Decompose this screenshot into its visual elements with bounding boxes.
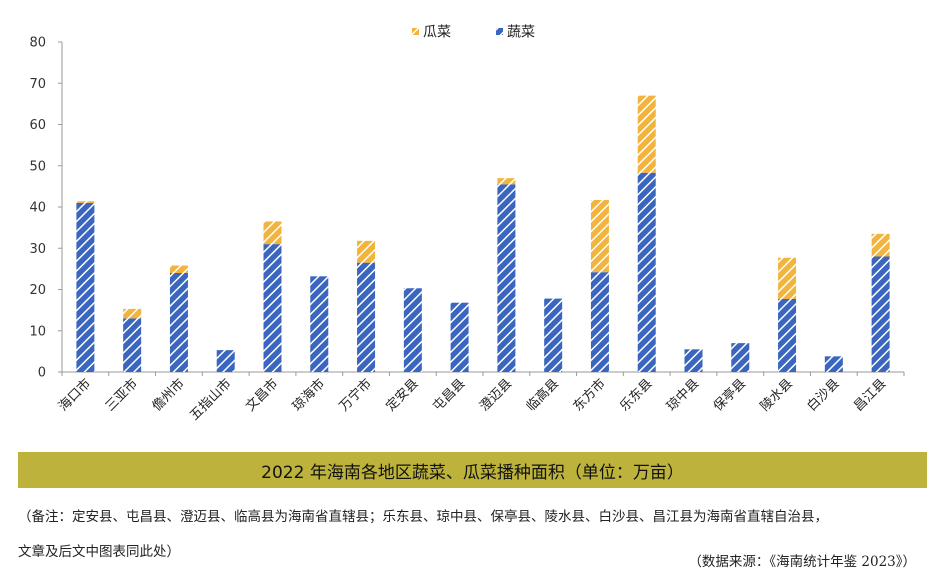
y-tick-label: 30: [29, 242, 46, 257]
stacked-bar-chart: 0 10 20 30 40 50 60 70 80 海口市 三亚市 儋州市 五指山市 文昌市 琼海市 万宁市…: [29, 25, 905, 424]
category-labels: 海口市 三亚市 儋州市 五指山市 文昌市 琼海市 万宁市 定安县 屯昌县 澄迈县 临高县 东方市 乐东县…: [55, 376, 889, 424]
bar-vegetable: [216, 350, 235, 372]
bar-vegetable: [169, 273, 188, 372]
x-category-label: 三亚市: [102, 376, 141, 415]
bar-vegetable: [824, 356, 843, 372]
x-category-label: 定安县: [383, 376, 421, 414]
x-category-label: 陵水县: [758, 376, 796, 414]
bar-vegetable: [403, 288, 422, 372]
footnote: （备注：定安县、屯昌县、澄迈县、临高县为海南省直辖县；乐东县、琼中县、保亭县、陵…: [18, 509, 828, 525]
bar-vegetable: [76, 202, 95, 372]
x-category-label: 海口市: [55, 376, 94, 415]
x-category-label: 屯昌县: [430, 376, 468, 414]
y-tick-label: 0: [38, 366, 46, 381]
bar-melon: [778, 257, 797, 299]
y-tick-label: 50: [29, 159, 46, 174]
y-tick-label: 20: [29, 283, 46, 298]
data-source: （数据来源：《海南统计年鉴 2023》）: [688, 554, 916, 570]
bar-melon: [169, 265, 188, 273]
y-tick-label: 40: [29, 201, 46, 216]
legend-swatch: [496, 28, 503, 35]
bar-vegetable: [731, 343, 750, 372]
bar-vegetable: [590, 272, 609, 372]
bar-melon: [123, 308, 142, 319]
x-category-label: 乐东县: [617, 376, 655, 414]
bar-vegetable: [123, 318, 142, 372]
legend-label: 蔬菜: [507, 25, 535, 41]
chart-title: 2022 年海南各地区蔬菜、瓜菜播种面积（单位：万亩）: [18, 452, 927, 488]
bar-vegetable: [263, 244, 282, 372]
chart-axes: 0 10 20 30 40 50 60 70 80: [29, 36, 905, 381]
bar-vegetable: [684, 349, 703, 372]
bar-vegetable: [497, 184, 516, 372]
chart-bars: [76, 95, 890, 372]
legend-swatch: [412, 28, 419, 35]
x-category-label: 五指山市: [186, 376, 234, 424]
x-category-label: 澄迈县: [477, 376, 515, 414]
bar-melon: [637, 95, 656, 173]
bar-melon: [263, 221, 282, 245]
chart-legend: 瓜菜 蔬菜: [412, 25, 535, 41]
x-category-label: 万宁市: [336, 376, 375, 415]
x-category-label: 保亭县: [710, 376, 749, 415]
bar-vegetable: [310, 276, 329, 372]
x-category-label: 琼中县: [664, 376, 702, 414]
bar-melon: [590, 199, 609, 273]
bar-melon: [871, 233, 890, 257]
bar-melon: [357, 240, 376, 263]
x-category-label: 文昌市: [242, 376, 281, 415]
bar-vegetable: [544, 298, 563, 372]
bar-vegetable: [357, 262, 376, 372]
y-tick-label: 80: [29, 36, 46, 51]
x-category-label: 琼海市: [289, 376, 328, 415]
bar-melon: [76, 201, 95, 203]
y-tick-label: 60: [29, 118, 46, 133]
bar-vegetable: [871, 256, 890, 372]
bar-vegetable: [637, 172, 656, 372]
x-category-label: 白沙县: [804, 376, 843, 415]
legend-label: 瓜菜: [423, 25, 451, 41]
bar-vegetable: [450, 302, 469, 372]
x-category-label: 昌江县: [851, 376, 889, 414]
y-tick-label: 70: [29, 77, 46, 92]
footnote-continued: 文章及后文中图表同此处）: [18, 544, 180, 560]
bar-melon: [497, 178, 516, 185]
bar-vegetable: [778, 298, 797, 372]
y-tick-label: 10: [29, 324, 46, 339]
x-category-label: 临高县: [523, 376, 562, 415]
x-category-label: 东方市: [570, 376, 609, 415]
x-category-label: 儋州市: [149, 376, 188, 415]
